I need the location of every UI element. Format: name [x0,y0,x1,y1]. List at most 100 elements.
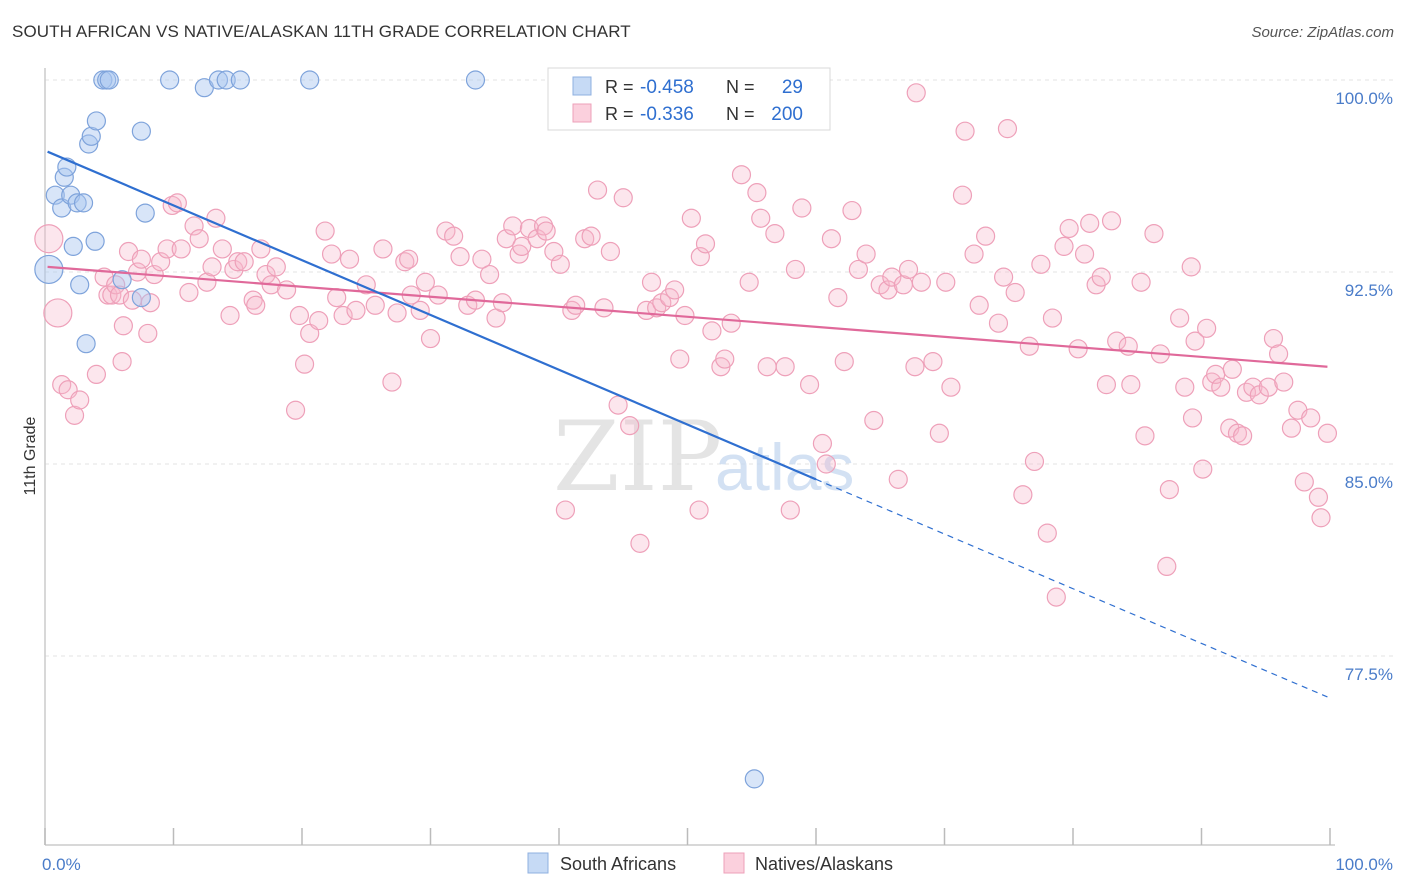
natives-point [1005,282,1025,303]
natives-point [1193,459,1213,479]
natives-point [184,216,204,236]
south-africans-points [34,70,764,789]
natives-point [428,285,448,305]
natives-point [1096,375,1117,395]
south-africans-point [131,288,151,308]
natives-point [246,295,266,315]
natives-point [365,295,385,315]
natives-point [702,321,722,341]
natives-point [536,221,556,241]
natives-point [594,298,614,318]
natives-point [294,354,315,374]
natives-point [212,239,232,259]
natives-point [1311,508,1331,528]
natives-point [905,357,925,377]
natives-point [399,249,419,269]
natives-point [179,282,199,303]
bottom-legend-natives: Natives/Alaskans [755,854,893,874]
natives-point [1175,377,1195,397]
natives-point [415,272,435,292]
south-africans-point [744,769,764,789]
natives-point [911,272,931,292]
natives-point [1258,377,1278,397]
bottom-swatch-south-africans [527,852,549,874]
natives-point [1019,336,1039,356]
natives-point [327,288,347,308]
natives-point [731,165,752,185]
natives-point [964,244,984,264]
natives-point [834,352,854,372]
natives-point [333,305,353,326]
natives-point [1181,257,1201,277]
natives-point [1080,213,1100,233]
natives-point [898,259,919,280]
watermark-zip: ZIP [553,401,722,513]
natives-point [988,313,1009,333]
legend-r-label-1: R = [605,77,634,97]
natives-point [641,272,662,292]
south-africans-point [300,70,320,90]
natives-point [799,375,820,395]
natives-point [566,295,586,315]
natives-point [906,83,926,103]
natives-point [923,352,943,372]
natives-point [1031,254,1051,274]
natives-point [941,377,961,397]
natives-point [1222,359,1242,379]
y-tick-label-3: 77.5% [1345,665,1393,684]
x-tick-label-min: 0.0% [42,855,81,874]
natives-point [472,249,492,269]
natives-point [138,323,158,344]
natives-point [842,200,862,221]
natives-point [630,533,650,553]
natives-point [1197,318,1217,338]
natives-point [64,405,85,425]
x-ticks [44,828,1331,845]
natives-point [994,267,1014,287]
natives-point [1144,224,1164,244]
south-africans-point [135,203,155,223]
natives-point [140,293,160,313]
natives-point [1227,423,1248,443]
natives-point [929,423,949,443]
y-tick-label-2: 85.0% [1345,473,1393,492]
natives-point [812,433,833,454]
natives-point [127,262,148,282]
natives-point [969,295,989,315]
natives-point [70,390,90,410]
natives-point [113,316,133,336]
chart-title: SOUTH AFRICAN VS NATIVE/ALASKAN 11TH GRA… [12,22,631,41]
natives-point [665,280,685,300]
y-tick-label-1: 92.5% [1345,281,1393,300]
natives-point [1243,377,1263,397]
south-africans-point [70,275,90,295]
series-legend: South Africans Natives/Alaskans [527,852,893,874]
natives-point [420,328,441,349]
natives-point [503,216,523,236]
source-label: Source: ZipAtlas.com [1251,24,1394,41]
natives-point [480,264,500,285]
natives-point [1121,375,1141,395]
natives-point [1101,211,1122,231]
natives-point [1281,418,1302,438]
natives-point [670,349,690,369]
natives-point [43,298,73,328]
natives-point [1042,308,1063,328]
axes [44,68,1335,846]
natives-point [34,224,64,254]
south-africans-point [131,121,151,141]
legend-r-value-2: -0.336 [640,104,694,125]
natives-point [243,290,263,310]
natives-point [1233,426,1253,446]
natives-point [690,247,710,267]
natives-point [1294,472,1314,492]
trend-lines [47,150,1328,698]
natives-point [512,236,532,256]
natives-point [86,364,107,384]
natives-point [1059,218,1079,239]
natives-point [519,218,540,239]
natives-point [821,229,842,249]
natives-point [220,305,240,326]
natives-point [647,298,667,318]
